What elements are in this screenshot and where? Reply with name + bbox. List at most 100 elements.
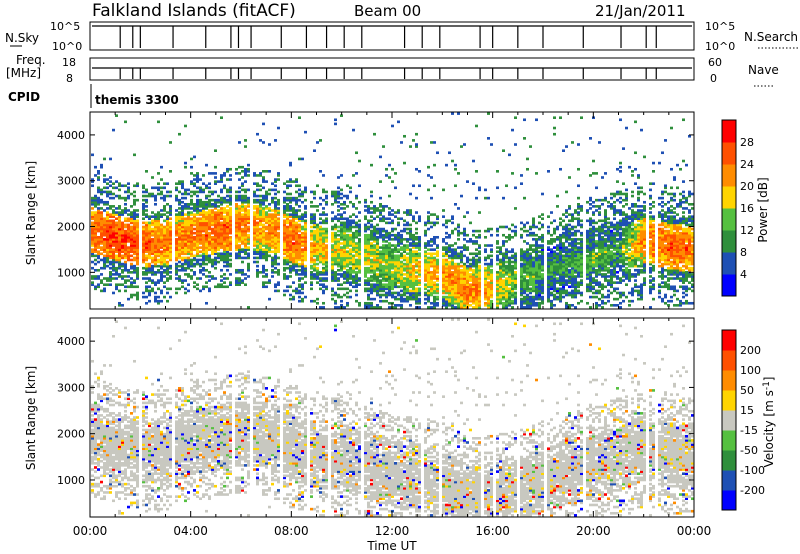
power-cell — [193, 254, 196, 258]
power-cell — [181, 281, 184, 284]
power-cell — [478, 291, 481, 295]
power-cell — [145, 268, 148, 272]
power-cell — [247, 266, 250, 270]
power-cell — [214, 211, 217, 214]
power-cell — [286, 235, 289, 239]
power-cell — [394, 238, 397, 241]
power-cell — [295, 264, 298, 268]
power-cell — [127, 190, 130, 194]
power-cell — [169, 266, 172, 270]
power-cell — [241, 184, 244, 188]
beam-title: Beam 00 — [354, 2, 421, 20]
power-cell — [373, 297, 376, 301]
power-cell — [271, 246, 274, 249]
power-cell — [121, 196, 124, 200]
power-cell — [382, 217, 385, 221]
power-cell — [223, 252, 226, 256]
power-cell — [313, 244, 316, 247]
power-cell — [316, 223, 319, 227]
power-cell — [535, 277, 538, 280]
power-cell — [427, 264, 430, 268]
power-cell — [259, 205, 262, 208]
power-cell — [313, 242, 316, 245]
power-cell — [166, 217, 169, 221]
power-cell — [391, 209, 394, 212]
power-cell — [352, 260, 355, 264]
power-cell — [346, 184, 349, 188]
power-cell — [463, 233, 466, 237]
power-cell — [211, 211, 214, 214]
power-cell — [253, 227, 256, 231]
power-cell — [412, 217, 415, 221]
power-cell — [223, 196, 226, 200]
power-cell — [169, 231, 172, 235]
power-cell — [163, 252, 166, 256]
power-cell — [106, 252, 109, 256]
power-cell — [346, 219, 349, 223]
power-cell — [514, 116, 517, 120]
power-cell — [448, 295, 451, 299]
power-cell — [220, 256, 223, 260]
power-cell — [427, 221, 430, 225]
power-cell — [274, 254, 277, 258]
power-cell — [382, 266, 385, 270]
power-cell — [277, 244, 280, 247]
power-cell — [511, 281, 514, 284]
power-cell — [373, 217, 376, 221]
power-cell — [208, 233, 211, 237]
power-cell — [442, 291, 445, 295]
power-cell — [409, 252, 412, 256]
power-cell — [127, 217, 130, 221]
power-cell — [343, 275, 346, 278]
power-cell — [409, 256, 412, 260]
power-cell — [295, 240, 298, 243]
power-cell — [178, 198, 181, 202]
power-cell — [487, 291, 490, 295]
power-cell — [448, 289, 451, 293]
power-cell — [124, 233, 127, 237]
power-cell — [145, 235, 148, 239]
power-cell — [100, 231, 103, 235]
power-cell — [295, 250, 298, 254]
power-cell — [406, 266, 409, 270]
power-cell — [247, 167, 250, 171]
power-cell — [463, 266, 466, 270]
power-cell — [385, 271, 388, 274]
power-cell — [169, 213, 172, 216]
power-cell — [433, 304, 436, 307]
power-cell — [358, 260, 361, 264]
power-cell — [547, 258, 550, 262]
power-cell — [157, 252, 160, 256]
power-cell — [511, 260, 514, 264]
power-cell — [160, 213, 163, 216]
power-cell — [256, 256, 259, 260]
power-cell — [112, 260, 115, 264]
power-cell — [520, 285, 523, 289]
power-cell — [355, 289, 358, 293]
power-cell — [340, 229, 343, 233]
power-cell — [202, 207, 205, 210]
power-cell — [160, 252, 163, 256]
power-cell — [538, 260, 541, 264]
power-cell — [388, 279, 391, 282]
power-cell — [193, 192, 196, 196]
station-title: Falkland Islands (fitACF) — [92, 1, 296, 21]
power-cell — [418, 299, 421, 303]
power-cell — [130, 192, 133, 196]
power-cell — [220, 178, 223, 181]
power-cell — [214, 149, 217, 152]
power-cell — [463, 287, 466, 291]
power-cell — [154, 246, 157, 249]
power-cell — [106, 283, 109, 287]
power-cell — [412, 271, 415, 274]
power-cell — [445, 304, 448, 307]
power-cell — [127, 240, 130, 243]
power-cell — [406, 211, 409, 214]
power-cell — [154, 221, 157, 225]
power-cell — [325, 285, 328, 289]
power-cell — [226, 250, 229, 254]
power-cell — [127, 235, 130, 239]
power-cell — [370, 244, 373, 247]
power-cell — [100, 273, 103, 276]
power-cell — [445, 250, 448, 254]
